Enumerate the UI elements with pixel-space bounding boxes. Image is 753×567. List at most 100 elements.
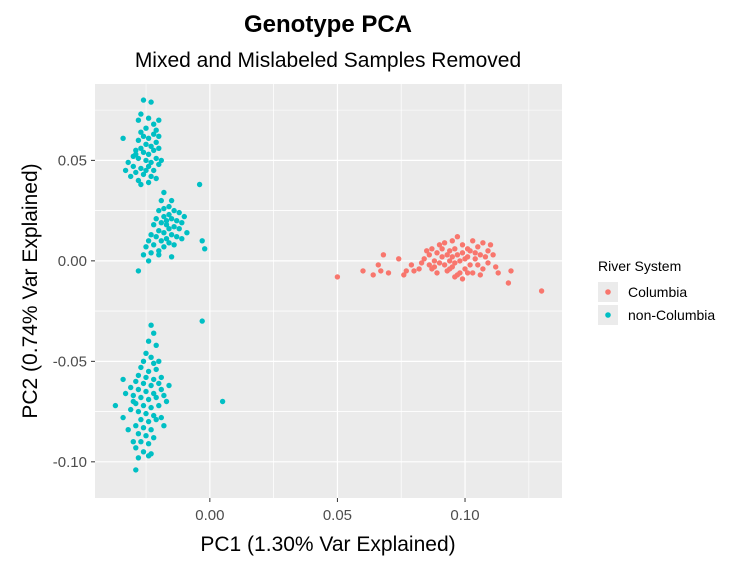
- point-non-columbia: [148, 159, 154, 166]
- point-non-columbia: [148, 143, 154, 149]
- point-columbia: [431, 258, 438, 264]
- point-non-columbia: [202, 246, 208, 252]
- point-non-columbia: [143, 374, 149, 381]
- point-non-columbia: [145, 238, 152, 244]
- point-non-columbia: [151, 242, 157, 248]
- point-non-columbia: [138, 129, 144, 135]
- point-non-columbia: [166, 382, 172, 389]
- point-non-columbia: [151, 435, 157, 441]
- legend-label-columbia: Columbia: [628, 284, 687, 300]
- point-non-columbia: [130, 439, 136, 445]
- point-non-columbia: [176, 209, 182, 216]
- point-non-columbia: [156, 133, 162, 139]
- point-non-columbia: [138, 165, 144, 172]
- point-columbia: [441, 262, 448, 268]
- point-non-columbia: [161, 230, 167, 236]
- point-columbia: [444, 252, 450, 258]
- y-tick-label: -0.10: [53, 454, 87, 471]
- point-columbia: [434, 250, 440, 256]
- point-non-columbia: [148, 354, 154, 360]
- point-non-columbia: [151, 360, 157, 366]
- point-non-columbia: [130, 398, 136, 405]
- point-columbia: [464, 254, 471, 260]
- point-non-columbia: [143, 350, 149, 356]
- x-tick-label: 0.00: [195, 507, 224, 524]
- point-columbia: [459, 276, 466, 282]
- point-non-columbia: [135, 155, 142, 162]
- point-non-columbia: [161, 205, 167, 212]
- point-non-columbia: [156, 228, 162, 234]
- point-non-columbia: [199, 238, 205, 244]
- y-tick-label: -0.05: [53, 353, 87, 370]
- point-non-columbia: [140, 402, 147, 409]
- point-columbia: [508, 268, 514, 274]
- point-non-columbia: [122, 167, 129, 174]
- point-columbia: [477, 252, 483, 258]
- point-columbia: [472, 256, 478, 262]
- point-non-columbia: [168, 216, 175, 222]
- point-non-columbia: [161, 392, 167, 399]
- point-columbia: [411, 268, 417, 274]
- point-non-columbia: [156, 117, 162, 123]
- point-non-columbia: [145, 163, 152, 170]
- legend-swatch-non-columbia: [605, 312, 611, 318]
- point-non-columbia: [140, 358, 147, 364]
- point-columbia: [439, 246, 445, 252]
- point-non-columbia: [148, 322, 154, 328]
- point-columbia: [449, 238, 455, 244]
- point-non-columbia: [151, 376, 157, 383]
- point-non-columbia: [148, 250, 154, 256]
- point-non-columbia: [145, 368, 152, 375]
- point-columbia: [480, 240, 486, 246]
- point-non-columbia: [140, 449, 147, 455]
- point-non-columbia: [171, 242, 177, 248]
- point-columbia: [380, 252, 387, 258]
- point-non-columbia: [135, 455, 142, 461]
- point-non-columbia: [145, 179, 152, 186]
- x-tick-label: 0.05: [323, 507, 352, 524]
- point-columbia: [385, 270, 392, 276]
- point-columbia: [495, 270, 501, 276]
- point-columbia: [454, 234, 461, 240]
- point-non-columbia: [143, 167, 149, 174]
- point-non-columbia: [179, 236, 185, 242]
- point-columbia: [452, 260, 458, 266]
- point-non-columbia: [153, 155, 159, 162]
- point-non-columbia: [174, 234, 180, 240]
- point-non-columbia: [153, 366, 159, 373]
- point-non-columbia: [161, 244, 167, 250]
- point-non-columbia: [184, 230, 190, 236]
- point-non-columbia: [128, 173, 134, 180]
- point-non-columbia: [128, 384, 134, 391]
- point-columbia: [447, 266, 453, 272]
- point-non-columbia: [145, 441, 152, 447]
- point-non-columbia: [125, 159, 131, 166]
- point-non-columbia: [171, 224, 177, 230]
- point-non-columbia: [128, 406, 134, 413]
- point-non-columbia: [163, 398, 170, 405]
- point-non-columbia: [140, 97, 147, 103]
- point-non-columbia: [156, 161, 162, 168]
- point-non-columbia: [199, 318, 205, 324]
- point-non-columbia: [143, 141, 149, 147]
- point-non-columbia: [143, 157, 149, 164]
- point-columbia: [403, 268, 409, 274]
- point-non-columbia: [120, 135, 126, 141]
- point-columbia: [457, 258, 463, 264]
- point-non-columbia: [148, 382, 154, 389]
- point-non-columbia: [153, 175, 159, 182]
- point-non-columbia: [140, 380, 147, 387]
- point-non-columbia: [135, 386, 142, 393]
- point-non-columbia: [196, 181, 203, 188]
- point-columbia: [449, 254, 455, 260]
- point-non-columbia: [158, 238, 164, 244]
- chart-title: Genotype PCA: [244, 11, 412, 38]
- chart-subtitle: Mixed and Mislabeled Samples Removed: [135, 49, 521, 72]
- point-non-columbia: [156, 252, 162, 258]
- point-columbia: [370, 272, 376, 278]
- point-non-columbia: [125, 427, 131, 433]
- point-non-columbia: [153, 234, 159, 240]
- point-columbia: [487, 242, 494, 248]
- point-non-columbia: [179, 220, 185, 226]
- point-non-columbia: [133, 151, 139, 157]
